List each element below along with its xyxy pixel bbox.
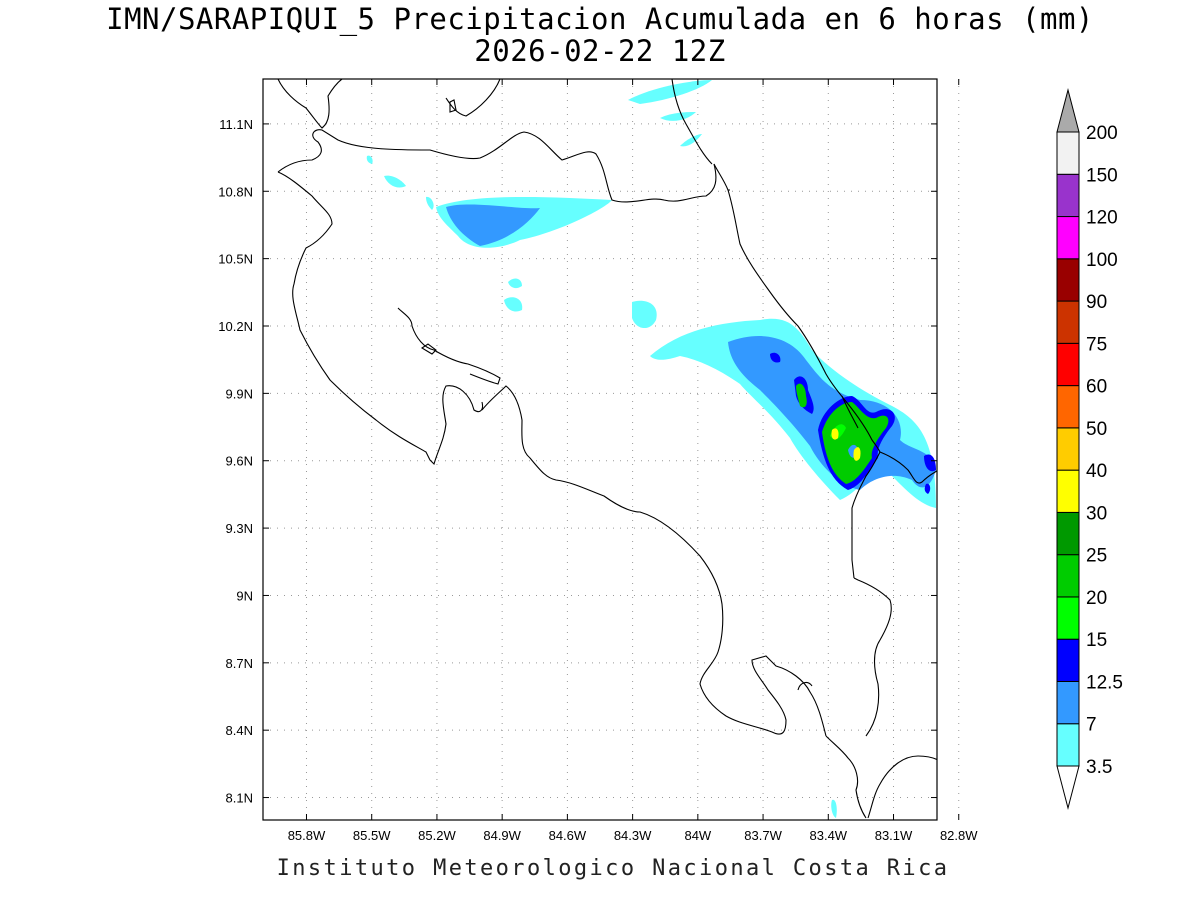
coastlines [277,79,937,819]
map-frame [262,78,938,821]
map-datetime: 2026-02-22 12Z [474,34,726,68]
colorbar-swatch [1056,469,1080,513]
map-title: IMN/SARAPIQUI_5 Precipitacion Acumulada … [106,2,1094,36]
colorbar-label: 90 [1086,292,1107,313]
colorbar-label: 75 [1086,334,1107,355]
colorbar-label: 40 [1086,461,1107,482]
colorbar-label: 60 [1086,377,1107,398]
lon-tick-label: 82.8W [940,828,978,843]
lat-tick-label: 9.3N [226,521,253,536]
institution-credit: Instituto Meteorologico Nacional Costa R… [276,856,950,881]
colorbar-swatch [1056,173,1080,218]
colorbar-label: 200 [1086,123,1118,144]
lon-tick-label: 84.3W [614,828,652,843]
colorbar-label: 3.5 [1086,757,1112,778]
colorbar-swatch [1056,300,1080,344]
lon-tick-label: 84W [684,828,711,843]
colorbar-swatch [1056,638,1080,682]
lat-tick-label: 10.5N [218,252,253,267]
lon-tick-label: 83.7W [744,828,782,843]
colorbar-label: 100 [1086,250,1118,271]
lon-tick-label: 85.5W [353,828,391,843]
colorbar-swatch [1056,216,1080,260]
lat-tick-label: 9.6N [226,454,253,469]
lon-tick-label: 83.1W [875,828,913,843]
lat-tick-label: 8.1N [226,791,253,806]
colorbar-label: 15 [1086,630,1107,651]
colorbar-label: 50 [1086,419,1107,440]
colorbar-swatch [1056,511,1080,556]
lat-tick-label: 8.4N [226,723,253,738]
colorbar: 3.5 7 12.5 15 20 25 30 40 50 60 75 90 100 120 150 200 [1056,88,1123,810]
precip-caribbean-band [632,300,936,818]
colorbar-label: 25 [1086,546,1107,567]
colorbar-swatch [1056,723,1080,767]
colorbar-label: 30 [1086,503,1107,524]
lon-tick-label: 83.4W [810,828,848,843]
lat-tick-label: 9.9N [226,386,253,401]
colorbar-swatch [1056,596,1080,640]
map-axes: 85.8W 85.5W 85.2W 84.9W 84.6W 84.3W 84W 83.7W 83… [218,79,978,843]
colorbar-swatch [1056,258,1080,302]
colorbar-swatch [1056,342,1080,387]
lon-tick-label: 84.9W [483,828,521,843]
lat-tick-label: 10.2N [218,319,253,334]
colorbar-label: 120 [1086,208,1118,229]
colorbar-label: 12.5 [1086,672,1123,693]
colorbar-under-triangle [1056,765,1080,810]
colorbar-label: 20 [1086,588,1107,609]
lon-tick-label: 84.6W [549,828,587,843]
lat-tick-label: 11.1N [219,117,253,132]
colorbar-swatch [1056,680,1080,725]
map-grid [263,79,960,820]
colorbar-label: 150 [1086,165,1118,186]
colorbar-swatch [1056,131,1080,175]
lat-tick-label: 9N [236,588,253,603]
lat-tick-label: 10.8N [218,184,253,199]
colorbar-over-triangle [1056,88,1080,133]
colorbar-label: 7 [1086,715,1097,736]
lon-tick-label: 85.2W [418,828,456,843]
lat-tick-label: 8.7N [226,656,253,671]
precipitation-field [366,80,936,818]
lon-tick-label: 85.8W [288,828,326,843]
colorbar-swatch [1056,427,1080,471]
precip-north-band [366,80,712,312]
colorbar-swatch [1056,385,1080,429]
colorbar-swatch [1056,554,1080,598]
